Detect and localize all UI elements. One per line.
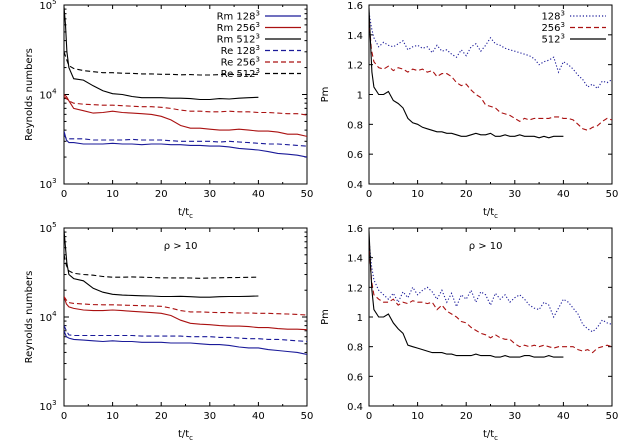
y-tick-label: 0.8 [347,120,363,131]
series-line-5 [64,254,259,279]
y-tick-label: 1.4 [347,254,363,265]
series-line-2 [369,7,564,139]
y-tick-label: 1.2 [347,283,363,294]
x-tick-label: 0 [61,411,67,422]
legend-label: 2563 [541,21,565,34]
x-axis-label: t/tc [178,207,193,220]
y-tick-label: 103 [39,399,56,413]
y-tick-label: 1 [357,313,363,324]
series-line-0 [64,130,307,158]
x-tick-label: 10 [106,411,119,422]
x-tick-label: 30 [203,189,216,200]
x-tick-label: 40 [252,189,265,200]
x-tick-label: 10 [411,189,424,200]
x-tick-label: 50 [301,189,314,200]
y-tick-label: 104 [39,88,57,102]
chart-panel-top-left: 0 10 20 30 40 50 103 104 105 t/tc Reynolds numbers… [24,0,313,220]
series-line-0 [369,239,612,333]
panel-annotation: ρ > 10 [164,241,198,252]
plot-frame [63,227,308,407]
y-tick-label: 0.4 [347,180,363,191]
plot-frame [368,4,613,185]
legend-label: Re 5123 [221,67,260,80]
series-line-2 [369,230,564,358]
x-tick-label: 0 [366,189,372,200]
series-line-1 [369,242,612,354]
legend-label: 1283 [541,10,565,23]
x-axis-label: t/tc [483,207,498,220]
x-tick-label: 50 [606,411,619,422]
series-line-5 [64,51,259,76]
x-tick-label: 30 [508,189,521,200]
series-line-2 [64,229,259,298]
chart-panel-bottom-left: 0 10 20 30 40 50 103 104 105 t/tc Reynolds numbers… [24,221,313,442]
y-tick-label: 1 [357,91,363,102]
x-tick-label: 10 [106,189,119,200]
x-axis-label: t/tc [483,429,498,442]
series-line-2 [64,6,259,101]
x-tick-label: 20 [155,189,168,200]
y-tick-label: 1.4 [347,31,363,42]
x-tick-label: 50 [301,411,314,422]
legend-label: Rm 5123 [217,33,260,46]
x-tick-label: 30 [203,411,216,422]
series-line-3 [64,133,307,147]
y-tick-label: 105 [39,0,56,12]
y-tick-label: 104 [39,310,57,324]
series-line-0 [369,12,612,90]
x-tick-label: 40 [557,411,570,422]
series-line-4 [64,296,307,316]
x-tick-label: 0 [61,189,67,200]
series-line-1 [64,296,307,331]
x-tick-label: 40 [252,411,265,422]
legend-label: Re 2563 [221,56,260,69]
plot-frame [63,4,308,185]
y-tick-label: 0.6 [347,372,363,383]
x-tick-label: 0 [366,411,372,422]
chart-panel-top-right: 0 10 20 30 40 50 0.4 0.6 0.8 1 1.2 1.4 1.6 t/tc Pm 1283… [320,1,618,220]
y-tick-label: 1.6 [347,1,363,12]
series-line-4 [64,96,307,116]
x-tick-label: 40 [557,189,570,200]
y-tick-label: 0.6 [347,150,363,161]
legend-label: Rm 2563 [217,21,260,34]
y-axis-label: Reynolds numbers [24,271,35,364]
legend-label: Re 1283 [221,44,260,57]
y-axis-label: Pm [320,309,331,325]
x-tick-label: 20 [460,411,473,422]
series-line-1 [64,94,307,137]
x-axis-label: t/tc [178,429,193,442]
x-tick-label: 10 [411,411,424,422]
x-tick-label: 20 [155,411,168,422]
y-tick-label: 0.4 [347,402,363,413]
y-axis-label: Pm [320,87,331,103]
y-tick-label: 1.6 [347,224,363,235]
y-tick-label: 1.2 [347,61,363,72]
y-tick-label: 0.8 [347,343,363,354]
series-line-0 [64,330,307,355]
x-tick-label: 50 [606,189,619,200]
y-tick-label: 103 [39,177,56,191]
x-tick-label: 20 [460,189,473,200]
y-axis-label: Reynolds numbers [24,48,35,141]
y-tick-label: 105 [39,221,56,235]
legend-label: Rm 1283 [217,10,260,23]
chart-panel-bottom-right: 0 10 20 30 40 50 0.4 0.6 0.8 1 1.2 1.4 1.6 t/tc Pm ρ > … [320,224,618,442]
plot-frame [368,227,613,407]
x-tick-label: 30 [508,411,521,422]
legend-label: 5123 [541,33,565,46]
series-line-1 [369,19,612,131]
panel-annotation: ρ > 10 [469,241,503,252]
